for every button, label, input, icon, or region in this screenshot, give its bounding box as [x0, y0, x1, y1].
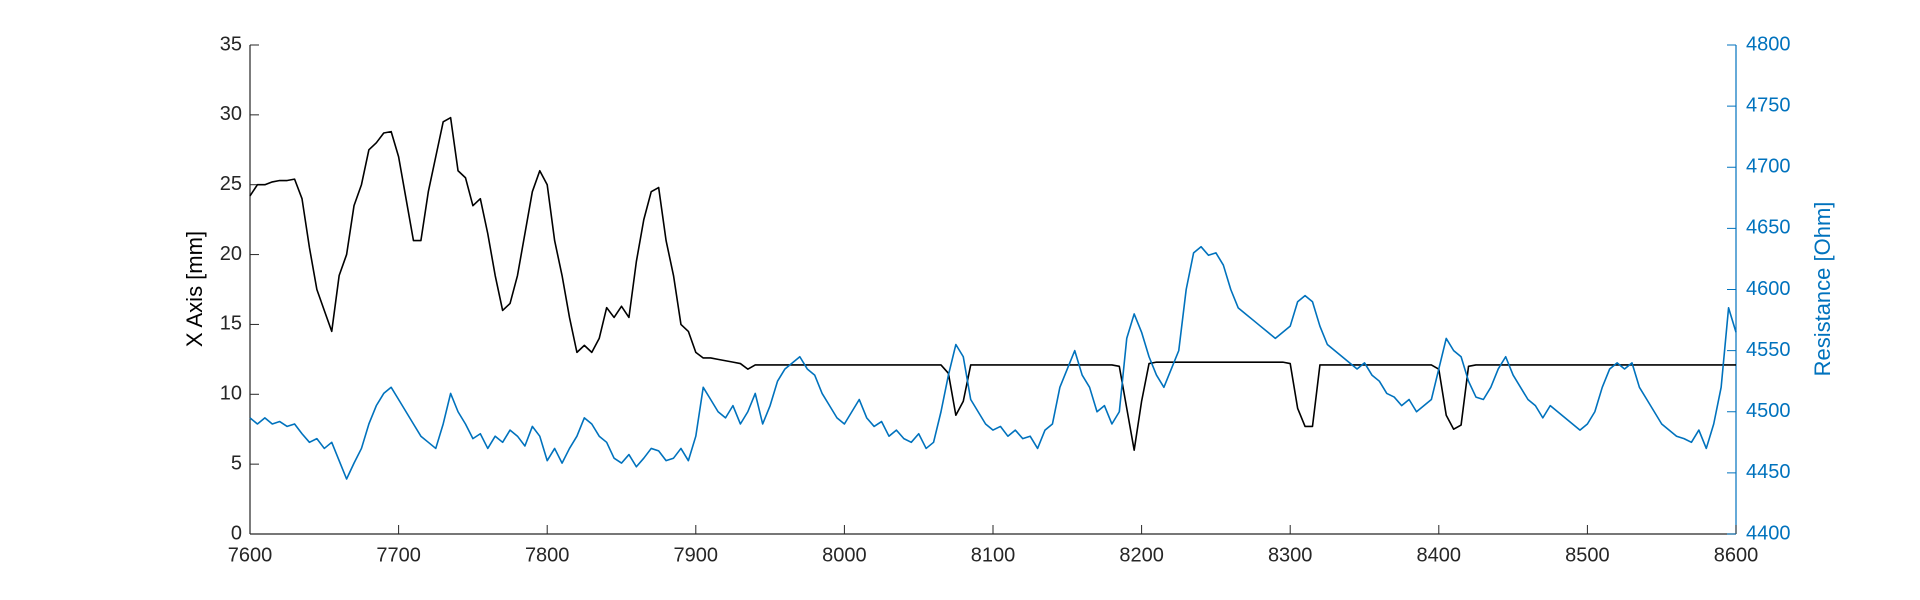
y-tick-label: 5 [231, 452, 242, 474]
x-tick-label: 8000 [822, 544, 867, 566]
y2-tick-label: 4450 [1746, 461, 1791, 483]
x-tick-label: 7800 [525, 544, 570, 566]
x-tick-label: 8100 [971, 544, 1016, 566]
y2-tick-label: 4750 [1746, 94, 1791, 116]
x-tick-label: 7700 [376, 544, 421, 566]
y2-tick-label: 4600 [1746, 278, 1791, 300]
x-tick-label: 8500 [1565, 544, 1610, 566]
y-axis-label: X Axis [mm] [182, 231, 207, 347]
y-tick-label: 35 [220, 33, 242, 55]
y-tick-label: 25 [220, 173, 242, 195]
y2-tick-label: 4550 [1746, 339, 1791, 361]
y2-axis-label: Resistance [Ohm] [1810, 202, 1835, 377]
y-tick-label: 30 [220, 103, 242, 125]
x-tick-label: 8600 [1714, 544, 1759, 566]
data-line [249, 245, 1737, 480]
y-tick-label: 0 [231, 522, 242, 544]
data-line [249, 116, 1736, 451]
x-tick-label: 7600 [228, 544, 273, 566]
y2-tick-label: 4650 [1746, 217, 1791, 239]
y2-tick-label: 4400 [1746, 522, 1791, 544]
y-tick-label: 10 [220, 383, 242, 405]
y-tick-label: 15 [220, 313, 242, 335]
y2-tick-label: 4700 [1746, 156, 1791, 178]
y-tick-label: 20 [220, 243, 242, 265]
y2-tick-label: 4500 [1746, 400, 1791, 422]
x-tick-label: 7900 [674, 544, 719, 566]
y2-tick-label: 4800 [1746, 33, 1791, 55]
x-tick-label: 8300 [1268, 544, 1313, 566]
x-tick-label: 8400 [1417, 544, 1462, 566]
x-tick-label: 8200 [1119, 544, 1164, 566]
